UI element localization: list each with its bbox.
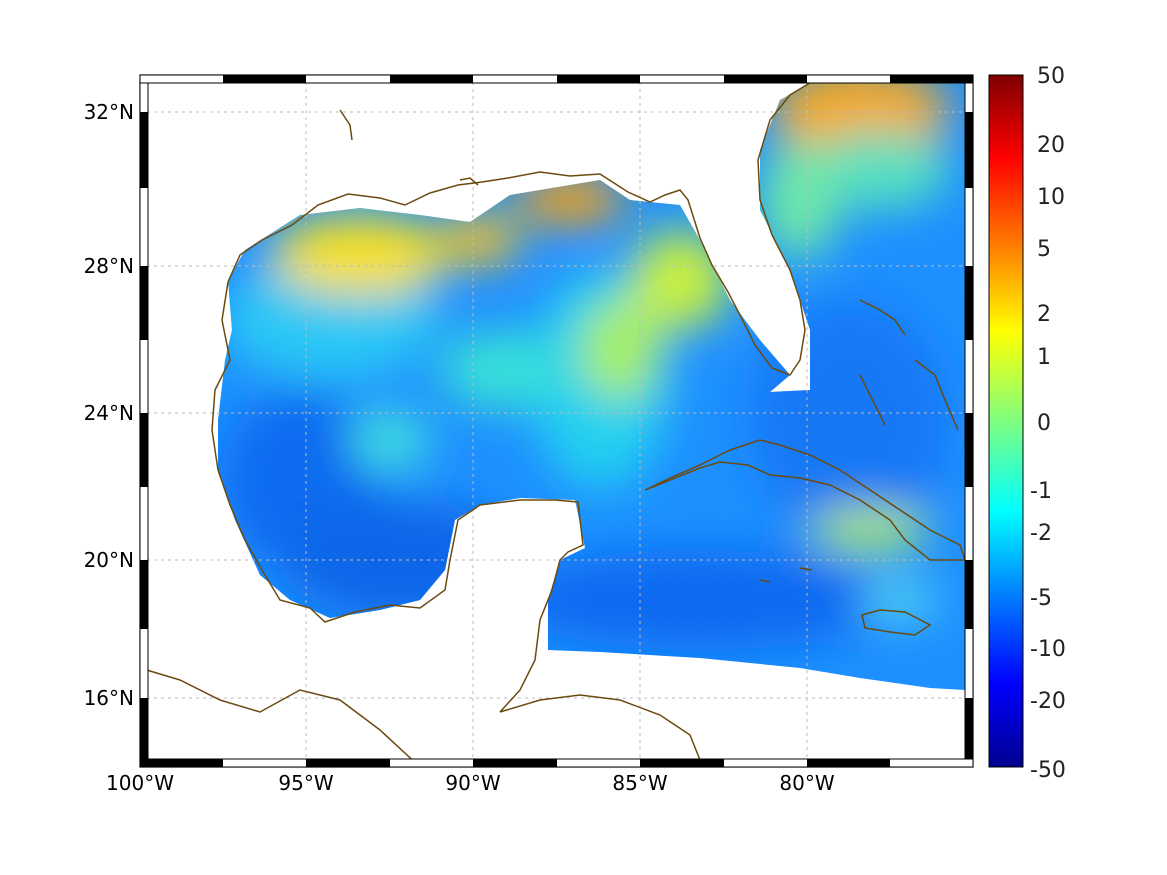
lat-tick-label: 24°N xyxy=(84,401,134,425)
lat-tick-label: 16°N xyxy=(84,686,134,710)
colorbar-label: 20 xyxy=(1037,133,1065,158)
lat-tick-label: 20°N xyxy=(84,548,134,572)
colorbar-gradient xyxy=(988,74,1024,768)
colorbar-label: -20 xyxy=(1030,689,1066,714)
colorbar: 50 20 10 5 2 1 0 -1 -2 -5 -10 -20 -50 xyxy=(988,64,1066,783)
lon-tick-label: 85°W xyxy=(612,771,667,795)
colorbar-label: 10 xyxy=(1037,185,1065,210)
map-border xyxy=(139,74,974,768)
lat-tick-labels: 32°N 28°N 24°N 20°N 16°N xyxy=(84,100,134,710)
grid-lines xyxy=(140,75,973,767)
colorbar-label: -2 xyxy=(1030,521,1052,546)
colorbar-label: 5 xyxy=(1037,237,1051,262)
colorbar-label: 50 xyxy=(1037,64,1065,89)
lon-tick-label: 80°W xyxy=(779,771,834,795)
lon-tick-label: 100°W xyxy=(106,771,174,795)
colorbar-label: 2 xyxy=(1037,302,1051,327)
colorbar-labels: 50 20 10 5 2 1 0 -1 -2 -5 -10 -20 -50 xyxy=(1030,64,1066,783)
colorbar-label: -50 xyxy=(1030,758,1066,783)
lat-tick-label: 28°N xyxy=(84,254,134,278)
lat-tick-label: 32°N xyxy=(84,100,134,124)
colorbar-label: -5 xyxy=(1030,586,1052,611)
lon-tick-label: 90°W xyxy=(445,771,500,795)
colorbar-label: 0 xyxy=(1037,411,1051,436)
lon-tick-labels: 100°W 95°W 90°W 85°W 80°W xyxy=(106,771,835,795)
colorbar-label: 1 xyxy=(1037,345,1051,370)
colorbar-label: -1 xyxy=(1030,479,1052,504)
colorbar-label: -10 xyxy=(1030,637,1066,662)
lon-tick-label: 95°W xyxy=(278,771,333,795)
